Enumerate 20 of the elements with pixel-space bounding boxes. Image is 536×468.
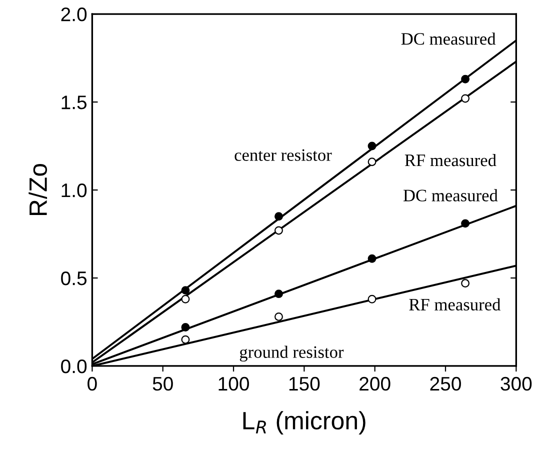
x-tick-label: 100 — [218, 376, 249, 391]
x-tick-label: 150 — [289, 376, 320, 391]
y-tick-label: 1.0 — [62, 183, 87, 198]
x-tick-label: 300 — [500, 376, 532, 391]
annotation: DC measured — [403, 189, 498, 202]
x-tick-label: 200 — [360, 376, 390, 391]
y-tick-label: 2.0 — [61, 8, 87, 22]
annotation: RF measured — [409, 298, 501, 310]
y-tick-label: 0.0 — [61, 359, 87, 374]
annotation: ground resistor — [240, 346, 344, 362]
y-tick-label: 0.5 — [61, 271, 87, 286]
y-axis-title: R/Zo — [28, 164, 48, 216]
annotation: center resistor — [234, 149, 332, 161]
x-tick-label: 250 — [430, 376, 461, 391]
x-axis-title: L$_{R}$ (micron) — [243, 411, 366, 434]
y-tick-label: 1.5 — [62, 96, 87, 110]
annotation: DC measured — [401, 32, 496, 45]
x-tick-label: 0 — [88, 376, 97, 391]
annotation: RF measured — [404, 154, 496, 166]
x-tick-label: 50 — [152, 376, 173, 391]
